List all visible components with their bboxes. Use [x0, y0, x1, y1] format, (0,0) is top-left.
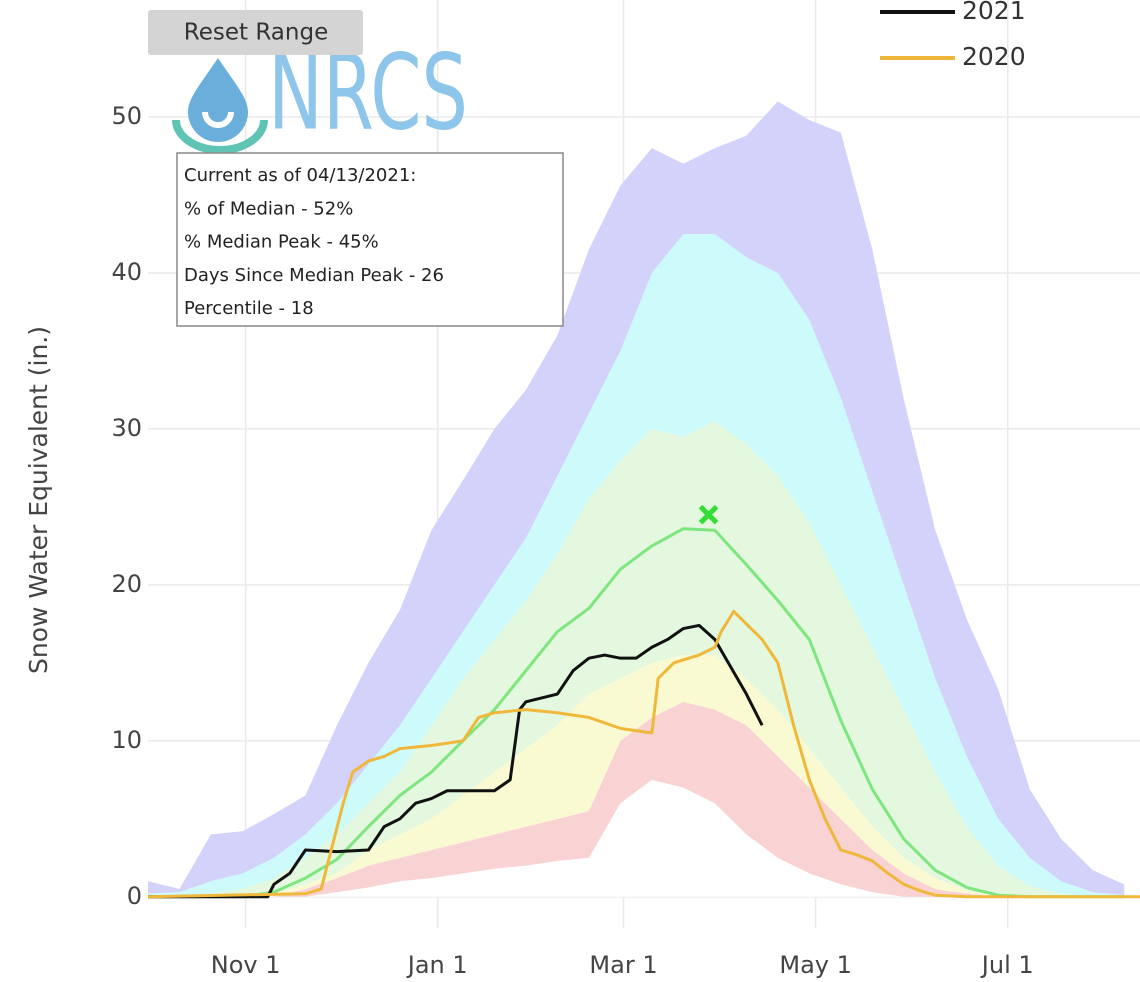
band	[148, 701, 1125, 897]
reset-button-bg[interactable]	[148, 10, 363, 55]
y-tick-label: 20	[111, 570, 142, 598]
peak-marker	[698, 504, 719, 525]
info-line: Days Since Median Peak - 26	[184, 265, 444, 286]
y-tick-label: 40	[111, 258, 142, 286]
x-tick-label: Jan 1	[406, 951, 468, 979]
lines	[147, 504, 1140, 899]
reset-button[interactable]: Reset Range	[148, 10, 363, 55]
x-tick-label: Mar 1	[589, 951, 657, 979]
info-box-frame	[176, 152, 564, 327]
x-tick-label: May 1	[779, 951, 852, 979]
info-line: Current as of 04/13/2021:	[184, 165, 416, 186]
legend-label: 2020	[962, 42, 1026, 71]
logo-drop-highlight	[202, 111, 234, 128]
y-tick-label: 0	[127, 882, 142, 910]
band	[148, 655, 1125, 897]
y-tick-label: 50	[111, 102, 142, 130]
info-box: Current as of 04/13/2021: % of Median - 5…	[176, 152, 564, 327]
band	[148, 233, 1125, 897]
logo-arc	[172, 119, 268, 154]
y-tick-label: 10	[111, 726, 142, 754]
band	[148, 101, 1125, 896]
x-tick-label: Jul 1	[980, 951, 1034, 979]
series-line	[147, 609, 1140, 899]
logo-drop	[188, 58, 248, 142]
legend-label: 2021	[962, 0, 1026, 25]
peak-marker-stroke	[698, 504, 719, 525]
x-tick-label: Nov 1	[211, 951, 281, 979]
reset-button-label[interactable]: Reset Range	[184, 20, 328, 46]
info-line: % of Median - 52%	[184, 198, 353, 219]
y-tick-label: 30	[111, 414, 142, 442]
info-line: Percentile - 18	[184, 298, 314, 319]
legend: 2021 2020	[880, 0, 1026, 71]
band	[148, 779, 1125, 897]
series-line	[148, 527, 1125, 899]
y-axis-label: Snow Water Equivalent (in.)	[24, 326, 53, 674]
info-line: % Median Peak - 45%	[184, 232, 379, 253]
